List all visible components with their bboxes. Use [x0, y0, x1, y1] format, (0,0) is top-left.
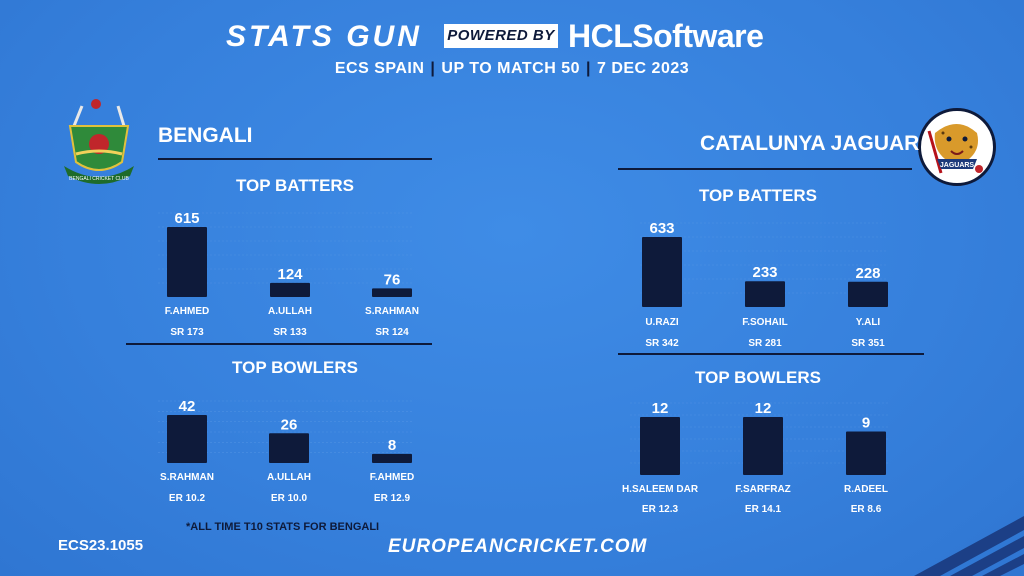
bar [269, 433, 309, 463]
section-title-bengali-batters: TOP BATTERS [235, 176, 355, 195]
footnote: *ALL TIME T10 STATS FOR BENGALI [186, 521, 380, 533]
category-label: H.SALEEM DAR [622, 484, 699, 495]
rate-label: SR 173 [170, 327, 204, 338]
bar [848, 281, 888, 307]
rate-label: ER 12.3 [642, 504, 679, 515]
bar [372, 288, 412, 297]
bar-value-label: 8 [388, 437, 396, 454]
bar [846, 431, 886, 475]
bar [372, 453, 412, 463]
category-label: F.SOHAIL [742, 317, 788, 328]
decorative-stripes [914, 516, 1024, 576]
section-title-jaguar-batters: TOP BATTERS [698, 186, 818, 205]
category-label: F.SARFRAZ [735, 484, 791, 495]
category-label: S.RAHMAN [365, 306, 419, 317]
powered-by-badge: POWERED BY [444, 24, 558, 48]
subtitle-separator: | [585, 60, 591, 77]
bar-value-label: 42 [179, 398, 196, 415]
bar [743, 417, 783, 475]
section-title-bengali-bowlers: TOP BOWLERS [232, 358, 358, 377]
subtitle-league: ECS SPAIN [334, 60, 425, 77]
bar [167, 415, 207, 463]
subtitle-matches: UP TO MATCH 50 [441, 60, 580, 77]
category-label: Y.ALI [856, 317, 881, 328]
bar [745, 281, 785, 307]
divider-bengali-mid [126, 343, 432, 345]
subtitle-separator: | [430, 60, 436, 77]
rate-label: SR 281 [748, 338, 782, 349]
graphic-code: ECS23.1055 [58, 537, 144, 554]
category-label: S.RAHMAN [160, 472, 214, 483]
category-label: A.ULLAH [268, 306, 312, 317]
bar-value-label: 228 [855, 265, 880, 282]
rate-label: ER 10.2 [169, 493, 206, 504]
bengali-cricket-club-logo: BENGALI CRICKET CLUB [60, 96, 138, 188]
divider-jaguar-mid [618, 353, 924, 355]
jaguar-logo-text: JAGUARS [940, 162, 975, 169]
rate-label: ER 8.6 [851, 504, 882, 515]
bengali-logo-text: BENGALI CRICKET CLUB [69, 176, 129, 182]
category-label: F.AHMED [165, 306, 209, 317]
subtitle-date: 7 DEC 2023 [596, 60, 690, 77]
bar-value-label: 12 [652, 400, 669, 417]
bar-value-label: 615 [174, 210, 199, 227]
team-name-catalunya-jaguar: CATALUNYA JAGUAR [700, 132, 920, 155]
divider-bengali-header [158, 158, 432, 160]
subtitle: ECS SPAIN | UP TO MATCH 50 | 7 DEC 2023 [0, 60, 1024, 78]
bar-value-label: 9 [862, 415, 870, 432]
category-label: U.RAZI [645, 317, 679, 328]
section-title-jaguar-bowlers: TOP BOWLERS [695, 368, 821, 387]
bar-value-label: 26 [281, 416, 298, 433]
rate-label: SR 124 [375, 327, 409, 338]
divider-jaguar-header [618, 168, 912, 170]
jaguars-logo: JAGUARS [918, 108, 996, 186]
rate-label: ER 10.0 [271, 493, 308, 504]
rate-label: ER 14.1 [745, 504, 782, 515]
bar [640, 417, 680, 475]
bar-value-label: 76 [384, 271, 401, 288]
bar [270, 282, 310, 297]
stats-gun-logo: STATS GUN [226, 20, 422, 53]
bar-value-label: 233 [752, 264, 777, 281]
team-name-bengali: BENGALI [158, 124, 253, 147]
rate-label: SR 342 [645, 338, 679, 349]
bar-value-label: 124 [277, 266, 303, 283]
bar [167, 227, 207, 297]
rate-label: ER 12.9 [374, 493, 411, 504]
hcl-software-logo: HCLSoftware [568, 18, 764, 54]
category-label: A.ULLAH [267, 472, 311, 483]
rate-label: SR 133 [273, 327, 307, 338]
bar [642, 237, 682, 307]
category-label: R.ADEEL [844, 484, 888, 495]
category-label: F.AHMED [370, 472, 414, 483]
website-link[interactable]: EUROPEANCRICKET.COM [388, 536, 648, 557]
bar-value-label: 12 [755, 400, 772, 417]
bar-value-label: 633 [649, 220, 674, 237]
rate-label: SR 351 [851, 338, 885, 349]
brand-header: STATS GUN POWERED BY HCLSoftware [0, 18, 1024, 54]
